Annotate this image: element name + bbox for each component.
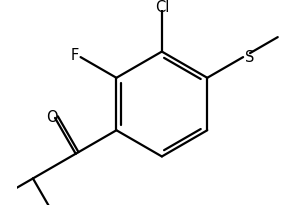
Text: Cl: Cl — [155, 0, 169, 15]
Text: F: F — [71, 48, 79, 63]
Text: S: S — [245, 49, 254, 64]
Text: O: O — [46, 109, 58, 124]
